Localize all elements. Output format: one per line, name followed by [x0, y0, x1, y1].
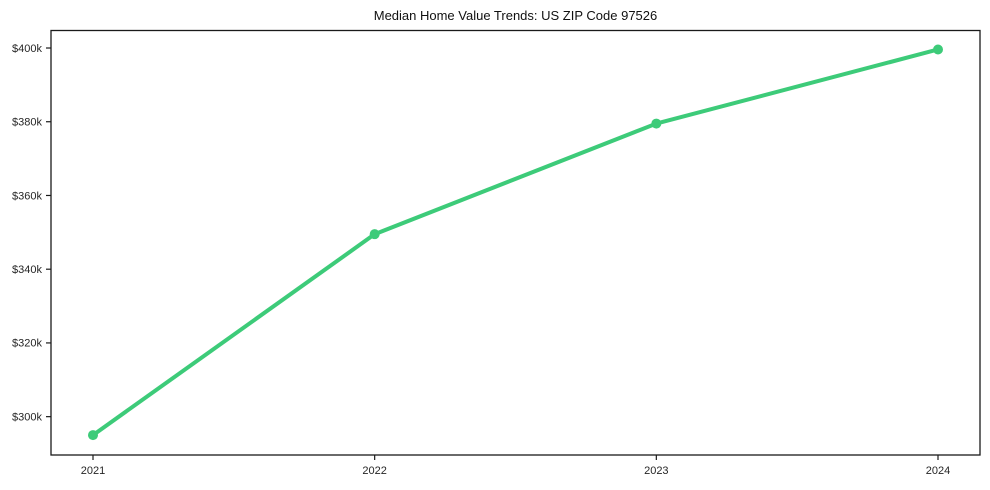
data-point-marker	[933, 44, 943, 55]
y-tick-label: $340k	[12, 264, 42, 276]
data-point-marker	[88, 430, 98, 441]
x-tick-label: 2024	[926, 465, 950, 477]
data-point-marker	[369, 229, 380, 240]
x-tick-label: 2021	[81, 465, 105, 477]
y-tick-label: $360k	[12, 190, 42, 202]
y-tick-label: $400k	[12, 43, 42, 55]
chart-title: Median Home Value Trends: US ZIP Code 97…	[374, 8, 658, 23]
plot-border	[50, 29, 981, 456]
x-tick-label: 2022	[362, 465, 386, 477]
y-tick-label: $320k	[12, 338, 42, 350]
y-tick-label: $380k	[12, 117, 42, 129]
x-tick-label: 2023	[644, 465, 668, 477]
data-point-marker	[651, 118, 662, 129]
y-tick-label: $300k	[12, 411, 42, 423]
series-line	[91, 47, 940, 438]
